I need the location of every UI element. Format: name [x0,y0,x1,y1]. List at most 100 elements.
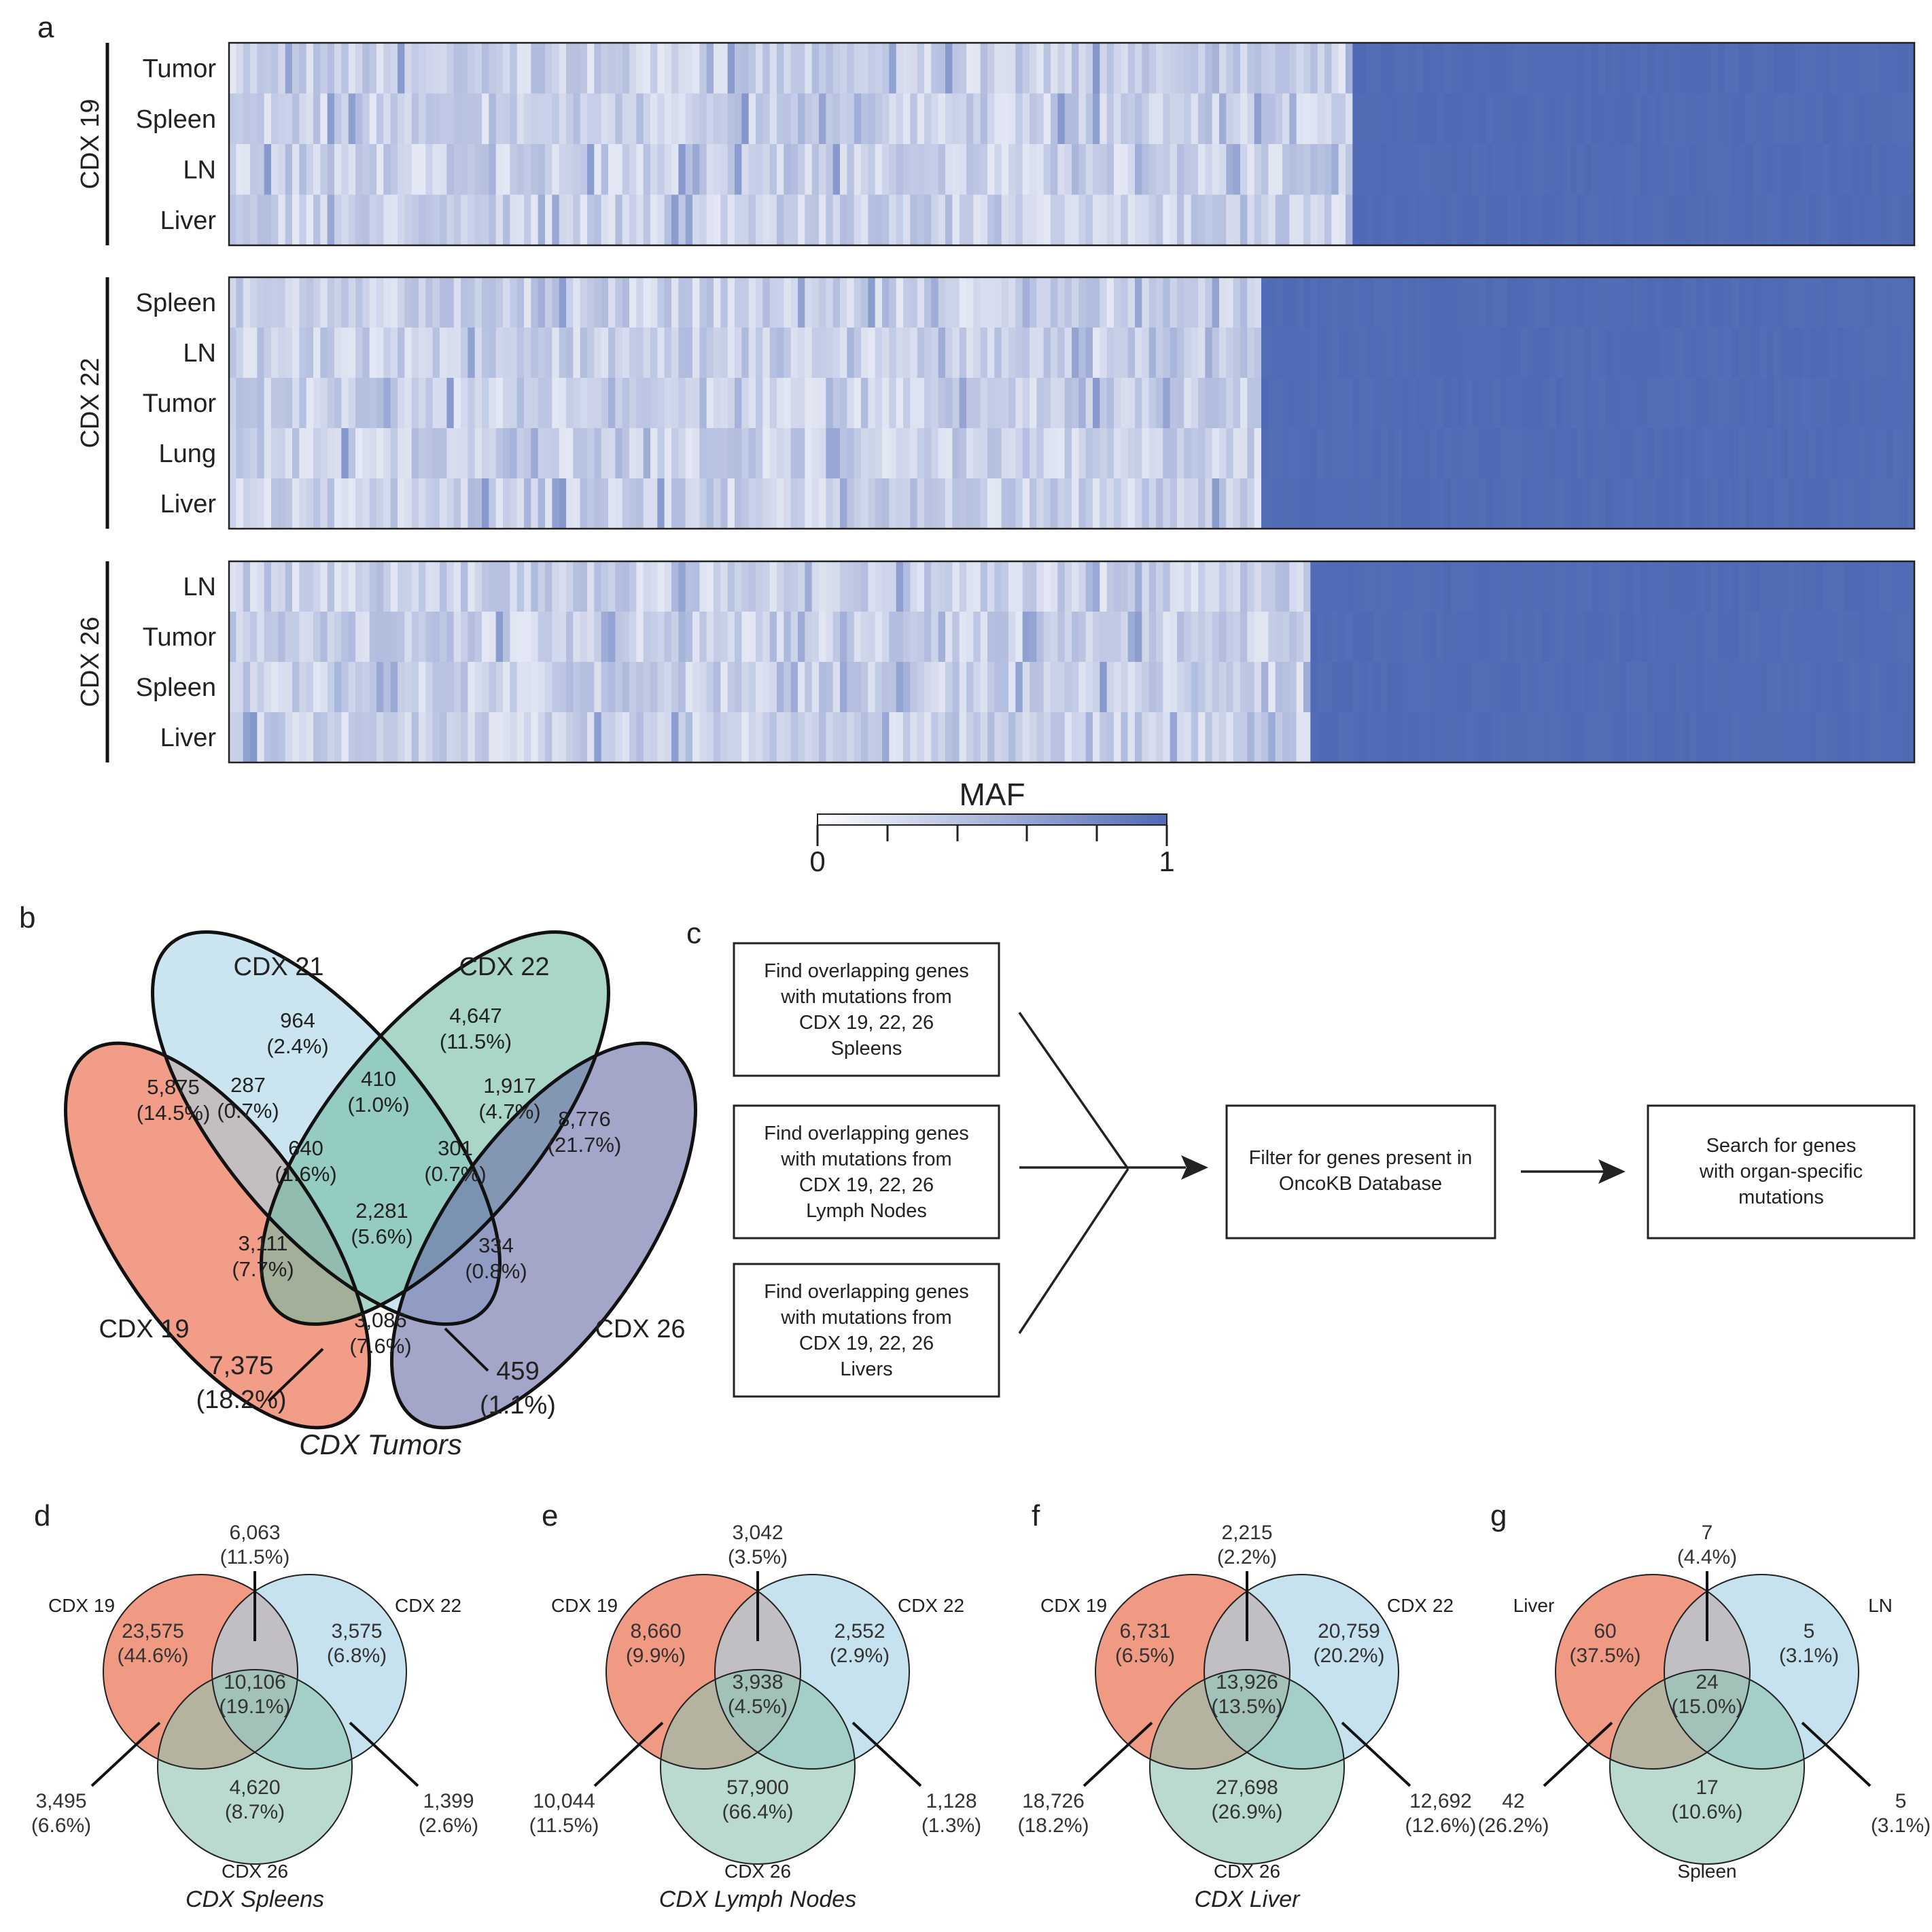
venn3-label-bottom: CDX 26 [1214,1861,1280,1882]
colorbar-min-label: 0 [809,845,825,877]
panel-label-g: g [1490,1499,1507,1532]
venn3-right-bottom-count: 5 [1895,1790,1907,1812]
heatmap-group-label: CDX 19 [76,99,105,189]
heatmap-row-label: Tumor [143,54,217,83]
venn3-center-percent: (15.0%) [1671,1696,1742,1718]
workflow-box-2: Find overlapping genes with mutations fro… [733,1104,1000,1240]
colorbar-max-label: 1 [1159,845,1174,877]
venn3-right-bottom-count: 1,128 [926,1790,977,1812]
heatmap-group-label: CDX 22 [76,357,105,448]
heatmap-row-label: Liver [160,207,217,235]
panel-label-f: f [1032,1499,1040,1532]
leader-line-left [267,1348,324,1403]
heatmap-row-label: Spleen [136,289,216,317]
venn3-label-bottom: CDX 26 [222,1861,288,1882]
panel-label-b: b [19,901,35,934]
venn3-right-only-percent: (20.2%) [1313,1645,1384,1667]
venn3-bottom-only-count: 17 [1696,1776,1718,1799]
heatmap-cdx-26: LN Tumor Spleen Liver CDX 26 [76,560,1916,764]
panel-label-d: d [34,1499,50,1532]
venn-region-percent: (0.7%) [217,1099,279,1123]
venn3-right-only-percent: (3.1%) [1779,1645,1839,1667]
venn-set-cdx22 [261,932,609,1324]
workflow-box-text: CDX 19, 22, 26 [799,1333,934,1354]
venn3-circle-bottom [1150,1670,1344,1864]
venn3-right-bottom-percent: (2.6%) [419,1814,478,1837]
venn-region-count: 4,647 [449,1004,502,1028]
panel-label-e: e [542,1499,558,1532]
venn-region-percent: (21.7%) [548,1133,622,1157]
venn3-left-right-count: 2,215 [1221,1522,1272,1544]
venn3-label-right: CDX 22 [395,1595,461,1616]
venn3-label-bottom: Spleen [1677,1861,1736,1882]
venn3-center-percent: (4.5%) [728,1696,788,1718]
venn3-caption: CDX Liver [1195,1886,1301,1912]
venn3-left-bottom-percent: (18.2%) [1017,1814,1089,1837]
venn3-left-only-percent: (6.5%) [1115,1645,1175,1667]
venn-region-percent: (7.7%) [232,1257,294,1281]
venn-cdx-tumors: CDX 21 CDX 22 CDX 19 CDX 26 964(2.4%) 4,6… [64,930,697,1460]
venn3-bottom-only-count: 27,698 [1216,1776,1278,1799]
venn-region-count: 1,917 [483,1074,536,1097]
venn3-left-right-percent: (4.4%) [1677,1546,1737,1568]
venn-set-cdx19 [65,1043,370,1428]
heatmap-cdx-22: Spleen LN Tumor Lung Liver CDX 22 [76,276,1916,530]
heatmap-row-label: Spleen [136,673,216,702]
venn3-caption: CDX Spleens [186,1886,324,1912]
venn-region-percent: (1.0%) [347,1093,409,1117]
venn3-center-count: 13,926 [1216,1671,1278,1693]
set-label-cdx21: CDX 21 [233,953,323,981]
venn-region-count: 640 [288,1136,323,1160]
venn3-center-percent: (19.1%) [219,1696,290,1718]
venn-region-count: 3,086 [354,1308,407,1332]
colorbar-title: MAF [959,777,1025,812]
venn3-circle-bottom [158,1670,352,1864]
three-set-venns: d 23,575(44.6%) 3,575(6.8%) 4,620(8.7%) 10,1… [31,1499,1931,1912]
heatmap-group-label: CDX 26 [76,616,105,707]
venn3-left-only-count: 6,731 [1119,1620,1170,1643]
workflow-search-text: Search for genes [1706,1135,1857,1157]
venn3-caption: CDX Lymph Nodes [659,1886,856,1912]
heatmap-row-label: LN [183,156,216,184]
venn3-left-only-percent: (37.5%) [1569,1645,1640,1667]
heatmap-row-label: Tumor [143,623,217,652]
venn3-left-right-percent: (3.5%) [728,1546,788,1568]
venn3-center-count: 24 [1696,1671,1718,1693]
venn3-left-right-count: 3,042 [732,1522,783,1544]
venn-region-count: 964 [280,1008,315,1032]
venn3-panel-g: g60(37.5%)5(3.1%)17(10.6%)24(15.0%)7(4.4… [1477,1499,1931,1882]
venn-region-percent: (0.8%) [465,1259,527,1283]
workflow-filter-text: OncoKB Database [1279,1173,1442,1195]
venn3-right-bottom-percent: (1.3%) [921,1814,981,1837]
colorbar-gradient [817,813,1167,826]
venn-region-percent: (1.1%) [480,1391,556,1420]
venn-region-percent: (5.6%) [351,1225,412,1248]
venn3-right-bottom-percent: (12.6%) [1405,1814,1476,1837]
venn3-right-only-count: 3,575 [331,1620,382,1643]
set-label-cdx22: CDX 22 [459,953,549,981]
arrow-to-search [1598,1159,1626,1184]
venn-region-count: 3,111 [239,1231,288,1255]
venn3-left-bottom-percent: (11.5%) [529,1814,599,1837]
venn3-left-bottom-count: 3,495 [35,1790,86,1812]
venn3-bottom-only-percent: (8.7%) [225,1801,285,1823]
venn3-left-bottom-percent: (26.2%) [1477,1814,1549,1837]
venn3-left-right-count: 6,063 [229,1522,280,1544]
workflow-box-text: with mutations from [780,1307,951,1329]
heatmap-row-label: LN [183,339,216,368]
workflow-box-3: Find overlapping genes with mutations fro… [733,1263,1000,1398]
workflow-box-1: Find overlapping genes with mutations fro… [733,942,1000,1077]
workflow-search-box: Search for genes with organ-specific mutat… [1647,1104,1916,1240]
venn3-left-only-percent: (9.9%) [626,1645,686,1667]
venn3-bottom-only-percent: (66.4%) [722,1801,793,1823]
venn-region-count: 334 [478,1233,514,1257]
venn-region-count: 8,776 [558,1107,611,1131]
venn3-left-only-count: 8,660 [630,1620,681,1643]
panel-label-c: c [686,917,701,950]
venn3-panel-e: e 8,660(9.9%) 2,552(2.9%) 57,900(66.4%) 3,93… [529,1499,982,1912]
venn3-left-bottom-count: 10,044 [533,1790,595,1812]
venn-region-count: 5,875 [147,1075,200,1099]
workflow-search-text: mutations [1738,1187,1824,1208]
workflow-box-text: with mutations from [780,986,951,1008]
venn3-circle-bottom [661,1670,855,1864]
